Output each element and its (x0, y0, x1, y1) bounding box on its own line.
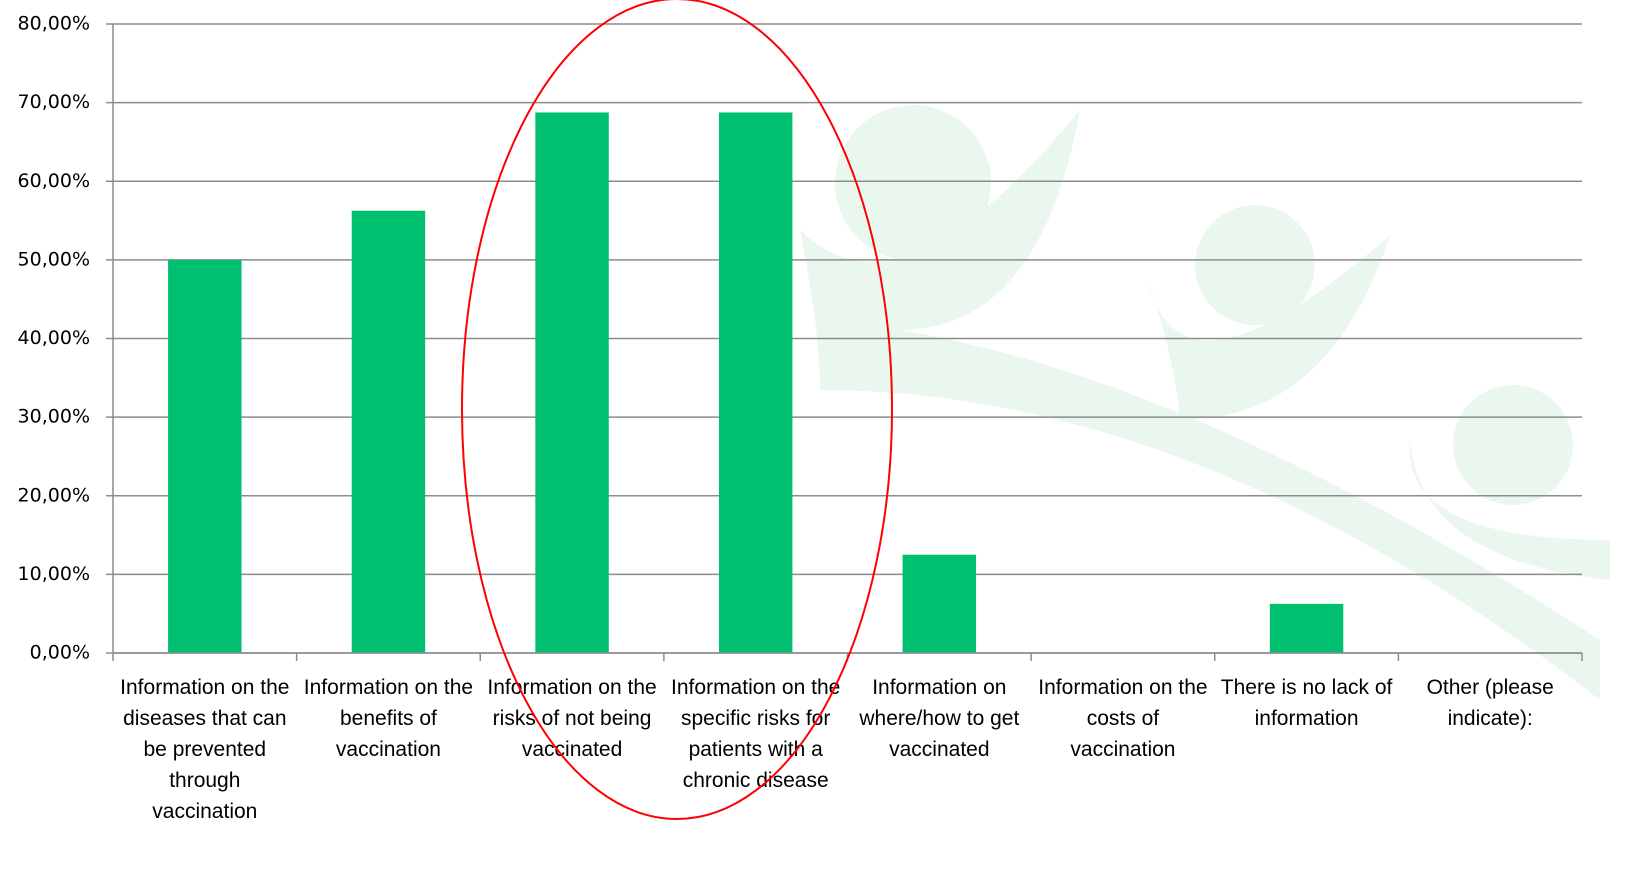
page: {"chart_data": {"type": "bar", "categori… (0, 0, 1631, 888)
y-tick-label: 30,00% (18, 406, 90, 428)
x-tick-label: Other (please indicate): (1401, 672, 1579, 734)
x-tick-label: Information on the risks of not being va… (483, 672, 661, 765)
y-tick-label: 60,00% (18, 170, 90, 192)
y-tick-label: 80,00% (18, 13, 90, 35)
y-tick-label: 50,00% (18, 248, 90, 270)
y-tick-label: 40,00% (18, 327, 90, 349)
y-tick-label: 0,00% (30, 642, 90, 664)
y-tick-label: 10,00% (18, 563, 90, 585)
x-tick-label: Information on the costs of vaccination (1034, 672, 1212, 765)
x-tick-label: Information on the specific risks for pa… (667, 672, 845, 796)
x-tick-label: Information on the diseases that can be … (116, 672, 294, 827)
bar (719, 112, 792, 653)
bar (1270, 604, 1343, 653)
x-tick-label: There is no lack of information (1218, 672, 1396, 734)
x-tick-label: Information on the benefits of vaccinati… (299, 672, 477, 765)
bar (903, 555, 976, 653)
y-tick-label: 70,00% (18, 91, 90, 113)
x-tick-label: Information on where/how to get vaccinat… (850, 672, 1028, 765)
bar (168, 260, 241, 653)
bar (535, 112, 608, 653)
y-tick-label: 20,00% (18, 484, 90, 506)
bar (352, 211, 425, 653)
